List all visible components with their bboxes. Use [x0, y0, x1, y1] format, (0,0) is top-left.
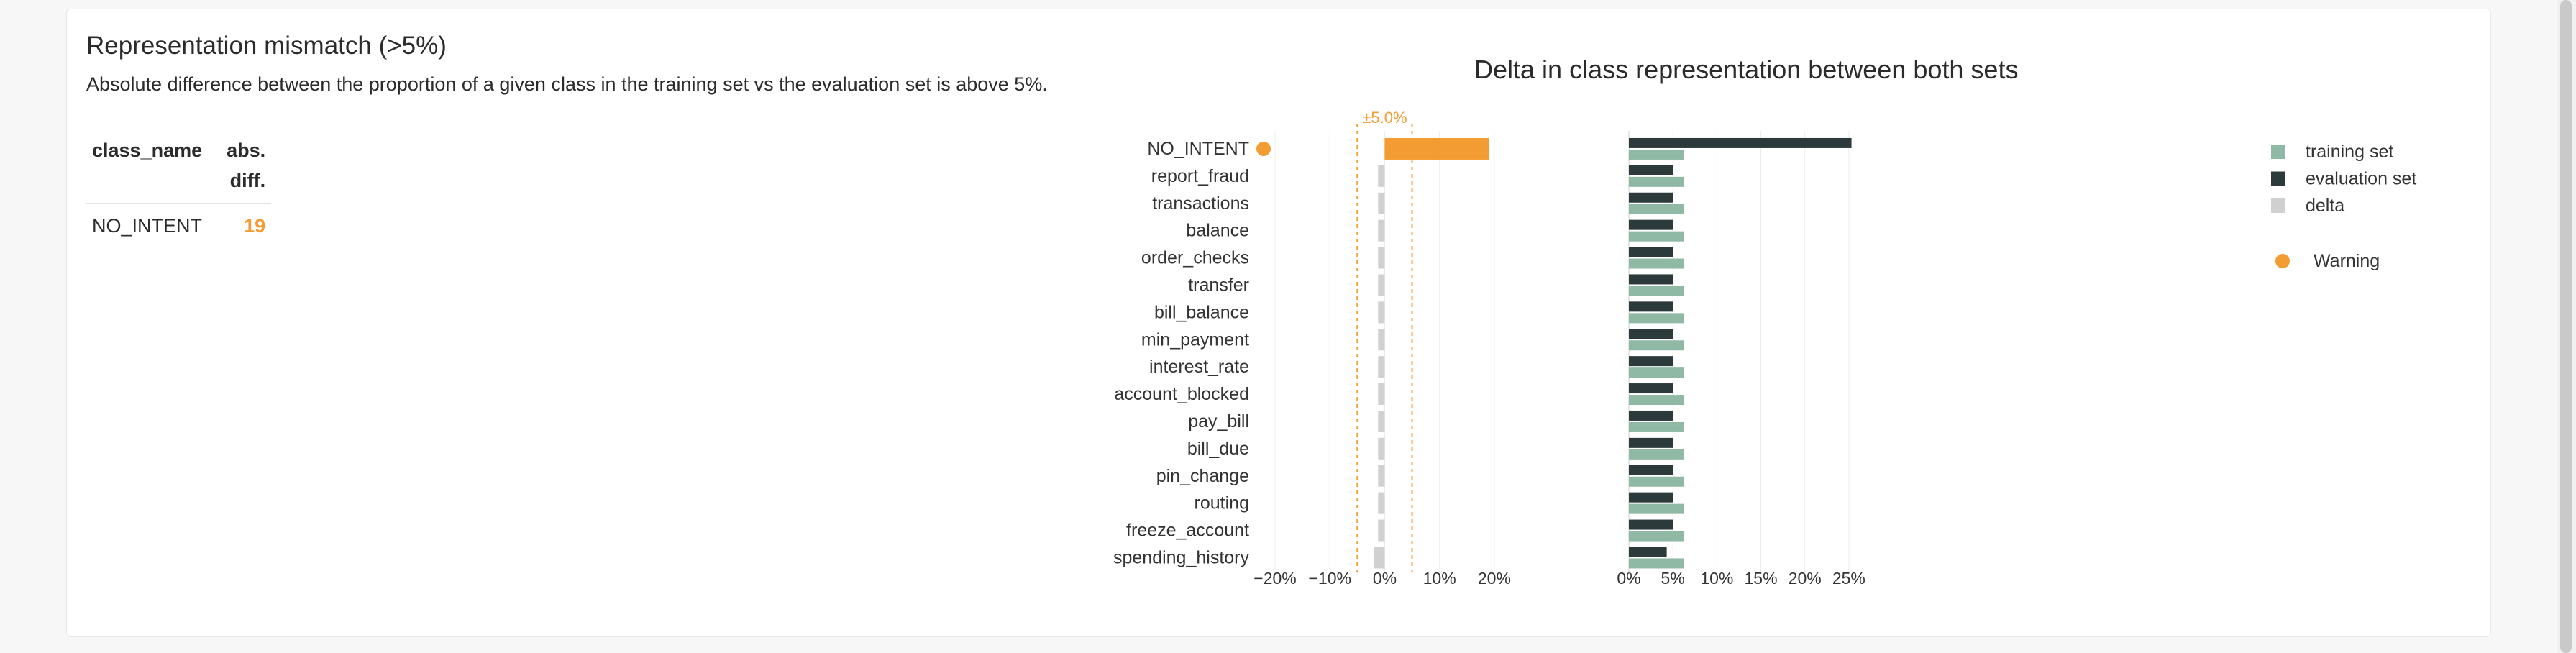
delta-chart: −20% −10% 0% 10% 20% ±5.0% NO_INTENT report_fra… — [1113, 109, 2416, 588]
delta-bar — [1378, 192, 1385, 214]
threshold-label: ±5.0% — [1362, 109, 1407, 127]
legend-warning-label: Warning — [2314, 251, 2380, 271]
training-bar — [1629, 231, 1684, 242]
scrollbar-thumb[interactable] — [2560, 0, 2572, 653]
training-bar — [1629, 367, 1684, 378]
evaluation-bar — [1629, 492, 1673, 503]
legend-swatch — [2271, 145, 2285, 159]
training-bar — [1629, 395, 1684, 406]
category-label: transfer — [1188, 275, 1249, 295]
table-header-row: class_name abs. diff. — [86, 131, 272, 204]
evaluation-bar — [1629, 137, 1852, 148]
legend-label: evaluation set — [2306, 169, 2416, 189]
delta-bar — [1378, 301, 1385, 324]
training-bar — [1629, 204, 1684, 214]
column-header-abs-diff[interactable]: abs. diff. — [208, 131, 272, 204]
category-label: account_blocked — [1114, 384, 1249, 404]
category-label: bill_balance — [1154, 302, 1249, 322]
panel-title: Representation mismatch (>5%) — [86, 32, 447, 60]
evaluation-bar — [1629, 219, 1673, 230]
category-label: freeze_account — [1126, 521, 1249, 541]
delta-bar — [1378, 383, 1385, 406]
training-bar — [1629, 286, 1684, 296]
training-bar — [1629, 476, 1684, 487]
category-label: spending_history — [1113, 547, 1250, 567]
delta-bar — [1378, 356, 1385, 378]
delta-x-tick-label: 10% — [1423, 569, 1456, 588]
category-label: pin_change — [1156, 466, 1249, 486]
training-bar — [1629, 421, 1684, 432]
delta-bar — [1378, 519, 1385, 542]
delta-bar — [1378, 492, 1385, 514]
category-label: report_fraud — [1151, 166, 1249, 186]
mismatch-card — [66, 9, 2491, 637]
category-label: bill_due — [1187, 439, 1249, 459]
legend-label: training set — [2306, 142, 2393, 162]
delta-x-tick-label: 20% — [1478, 569, 1511, 588]
table-row: NO_INTENT 19 — [86, 204, 271, 250]
category-label: routing — [1195, 493, 1249, 513]
category-label: NO_INTENT — [1147, 139, 1249, 159]
delta-bar — [1374, 547, 1385, 569]
category-label: order_checks — [1141, 248, 1249, 268]
column-header-class-name[interactable]: class_name — [86, 131, 209, 204]
training-bar — [1629, 176, 1684, 187]
evaluation-bar — [1629, 547, 1667, 557]
delta-bar — [1378, 410, 1385, 432]
evaluation-bar — [1629, 301, 1673, 312]
sets-x-tick-label: 10% — [1700, 569, 1733, 588]
training-bar — [1629, 503, 1684, 514]
evaluation-bar — [1629, 465, 1673, 475]
category-label: balance — [1186, 221, 1249, 241]
training-bar — [1629, 149, 1684, 160]
delta-bar — [1378, 465, 1385, 487]
cell-class-name: NO_INTENT — [92, 215, 203, 237]
evaluation-bar — [1629, 274, 1673, 285]
category-label: transactions — [1152, 193, 1249, 214]
evaluation-bar — [1629, 519, 1673, 530]
sets-x-tick-label: 15% — [1745, 569, 1778, 588]
delta-bar — [1378, 247, 1385, 269]
sets-x-tick-label: 25% — [1832, 569, 1865, 588]
cell-abs-diff: 19 — [244, 215, 266, 237]
training-bar — [1629, 558, 1684, 569]
training-bar — [1629, 313, 1684, 324]
delta-bar — [1378, 437, 1385, 460]
evaluation-bar — [1629, 437, 1673, 448]
delta-x-tick-label: −20% — [1253, 569, 1296, 588]
evaluation-bar — [1629, 329, 1673, 339]
evaluation-bar — [1629, 247, 1673, 257]
category-label: min_payment — [1141, 329, 1249, 350]
sets-x-tick-label: 5% — [1661, 569, 1685, 588]
delta-bar — [1378, 329, 1385, 351]
delta-bar — [1384, 137, 1489, 160]
training-bar — [1629, 340, 1684, 351]
delta-bar — [1378, 219, 1385, 242]
page-scrollbar[interactable] — [2557, 0, 2576, 653]
training-bar — [1629, 449, 1684, 460]
training-bar — [1629, 531, 1684, 542]
delta-bar — [1378, 165, 1385, 187]
delta-bar — [1378, 274, 1385, 296]
panel-description: Absolute difference between the proporti… — [86, 73, 1048, 95]
evaluation-bar — [1629, 356, 1673, 367]
evaluation-bar — [1629, 410, 1673, 421]
warning-marker — [1256, 141, 1271, 156]
legend-warning-icon — [2275, 254, 2290, 268]
evaluation-bar — [1629, 383, 1673, 394]
legend-swatch — [2271, 198, 2285, 213]
chart-title: Delta in class representation between bo… — [1474, 55, 2019, 84]
mismatch-table: class_name abs. diff. NO_INTENT 19 — [86, 131, 272, 250]
legend-swatch — [2271, 171, 2285, 186]
evaluation-bar — [1629, 192, 1673, 203]
category-label: pay_bill — [1188, 411, 1249, 431]
sets-x-tick-label: 20% — [1789, 569, 1822, 588]
category-label: interest_rate — [1149, 357, 1249, 377]
evaluation-bar — [1629, 165, 1673, 175]
training-bar — [1629, 258, 1684, 269]
delta-x-tick-label: 0% — [1373, 569, 1397, 588]
legend-label: delta — [2306, 196, 2344, 216]
delta-x-tick-label: −10% — [1308, 569, 1351, 588]
